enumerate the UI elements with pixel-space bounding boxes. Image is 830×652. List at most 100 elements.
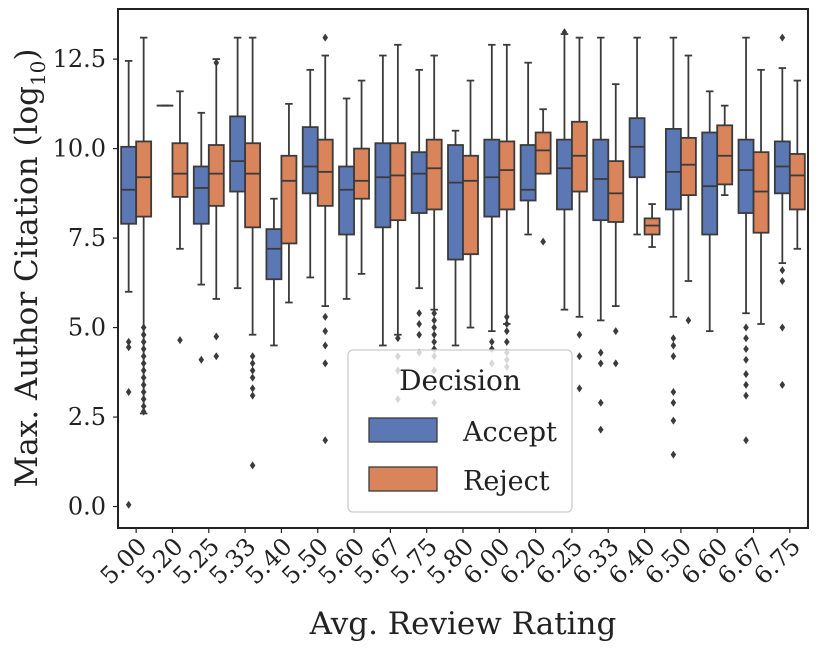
outlier-point-accept-6-50-0 — [670, 334, 677, 343]
iqr-box-accept-6-25 — [556, 138, 573, 211]
outlier-point-reject-5-50-2 — [322, 327, 329, 336]
y-axis-label-main: Max. Author Citation (log — [9, 86, 45, 487]
y-tick-label-4: 10.0 — [53, 135, 106, 163]
iqr-box-accept-5-60 — [338, 165, 355, 236]
box-reject-6-50 — [679, 54, 697, 325]
outlier-point-reject-5-00-1 — [140, 330, 147, 339]
iqr-box-accept-6-67 — [737, 138, 755, 214]
box-accept-5-25 — [192, 111, 210, 364]
box-reject-5-80 — [462, 79, 479, 329]
box-reject-5-00 — [135, 36, 153, 416]
outlier-point-reject-6-33-0 — [612, 327, 619, 336]
y-axis-label: Max. Author Citation (log10) — [9, 48, 50, 487]
outlier-point-accept-6-75-1 — [779, 266, 786, 275]
outlier-point-accept-6-50-2 — [670, 352, 677, 361]
outlier-point-accept-6-33-2 — [597, 398, 604, 407]
outlier-point-reject-5-75-4 — [431, 337, 437, 346]
box-accept-6-50 — [664, 36, 682, 459]
outlier-point-accept-6-67-2 — [743, 345, 749, 354]
iqr-box-reject-5-40 — [280, 154, 298, 245]
box-reject-6-00 — [498, 43, 516, 371]
outlier-point-accept-6-33-0 — [597, 348, 604, 357]
box-reject-5-50 — [316, 33, 334, 445]
outlier-point-reject-5-75-1 — [431, 316, 437, 325]
outlier-point-reject-5-00-8 — [140, 380, 147, 389]
outlier-point-reject-5-00-10 — [140, 395, 147, 404]
legend-label-reject: Reject — [463, 466, 550, 497]
y-axis-label-close: ) — [9, 48, 45, 60]
outlier-point-accept-6-67-4 — [743, 370, 749, 379]
box-accept-5-50 — [301, 68, 319, 279]
box-accept-5-60 — [338, 97, 355, 300]
box-accept-6-20 — [519, 61, 537, 236]
box-accept-6-00 — [483, 43, 501, 368]
outlier-point-accept-5-00-2 — [125, 387, 132, 396]
outlier-point-accept-6-67-1 — [743, 334, 749, 343]
outlier-point-reject-5-00-6 — [140, 366, 147, 375]
box-accept-5-40 — [265, 197, 283, 347]
iqr-box-accept-5-50 — [301, 126, 319, 195]
iqr-box-accept-5-00 — [120, 145, 138, 225]
outlier-point-reject-6-00-1 — [504, 319, 510, 328]
iqr-box-accept-5-25 — [192, 165, 210, 225]
outlier-point-accept-5-00-3 — [125, 500, 132, 509]
outlier-point-reject-5-00-3 — [140, 345, 147, 354]
box-reject-6-20 — [534, 108, 552, 246]
outlier-point-accept-5-75-1 — [416, 319, 422, 328]
box-accept-6-40 — [628, 36, 646, 236]
outlier-point-reject-5-67-0 — [395, 334, 401, 343]
iqr-box-reject-6-20 — [534, 131, 552, 175]
box-reject-6-60 — [716, 104, 734, 197]
iqr-box-reject-5-33 — [244, 142, 262, 229]
iqr-box-reject-6-75 — [788, 153, 806, 211]
outlier-point-reject-6-25-2 — [576, 384, 583, 393]
iqr-box-reject-5-25 — [207, 144, 225, 207]
outlier-point-reject-5-33-6 — [249, 461, 256, 470]
outlier-point-reject-5-50-0 — [322, 33, 329, 42]
box-accept-6-25 — [556, 28, 573, 311]
outlier-point-reject-5-50-1 — [322, 312, 329, 321]
outlier-point-reject-5-00-0 — [140, 323, 147, 332]
outlier-point-accept-6-50-1 — [670, 341, 677, 350]
outlier-point-accept-6-25-0 — [561, 28, 568, 37]
box-accept-6-67 — [737, 36, 755, 445]
outlier-point-reject-5-33-4 — [249, 384, 256, 393]
y-tick-label-3: 7.5 — [68, 224, 106, 252]
box-reject-5-40 — [280, 102, 298, 304]
box-reject-5-25 — [207, 58, 225, 361]
box-reject-5-20 — [171, 90, 189, 345]
outlier-point-reject-5-50-5 — [322, 436, 329, 445]
outlier-point-reject-5-33-3 — [249, 373, 256, 382]
outlier-point-reject-5-25-0 — [213, 58, 220, 67]
legend-swatch-reject — [368, 466, 438, 492]
outlier-point-reject-5-25-2 — [213, 352, 220, 361]
outlier-point-accept-6-50-3 — [670, 387, 677, 396]
outlier-point-reject-6-00-0 — [504, 312, 510, 321]
outlier-point-reject-6-20-0 — [540, 237, 546, 246]
box-reject-6-75 — [788, 79, 806, 250]
outlier-point-reject-5-33-0 — [249, 352, 256, 361]
y-tick-label-2: 5.0 — [68, 314, 106, 342]
box-reject-5-33 — [244, 36, 262, 470]
iqr-box-accept-5-75 — [410, 151, 428, 214]
outlier-point-reject-5-00-11 — [140, 402, 147, 411]
outlier-point-accept-5-25-0 — [198, 355, 205, 364]
outlier-point-reject-6-00-2 — [504, 327, 510, 336]
box-accept-6-60 — [701, 90, 719, 333]
iqr-box-reject-5-20 — [171, 142, 189, 198]
iqr-box-accept-6-20 — [519, 144, 537, 202]
outlier-point-accept-6-67-0 — [743, 323, 749, 332]
outlier-point-accept-5-00-1 — [125, 343, 132, 352]
y-tick-label-1: 2.5 — [68, 403, 106, 431]
box-accept-5-67 — [374, 54, 392, 347]
outlier-point-accept-6-75-2 — [779, 277, 786, 286]
iqr-box-reject-5-75 — [425, 138, 443, 211]
outlier-point-accept-6-33-3 — [597, 425, 604, 434]
box-reject-6-25 — [571, 36, 588, 393]
outlier-point-reject-5-00-2 — [140, 337, 147, 346]
iqr-box-accept-5-40 — [265, 228, 283, 281]
outlier-point-reject-5-50-4 — [322, 359, 329, 368]
iqr-box-reject-6-33 — [607, 160, 625, 223]
box-reject-6-33 — [607, 83, 625, 368]
